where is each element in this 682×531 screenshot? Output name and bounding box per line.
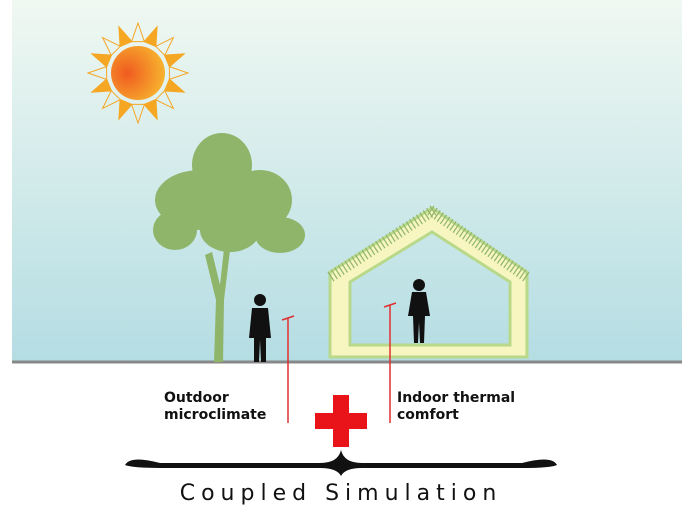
foliage <box>255 217 305 253</box>
outdoor-label: Outdoor microclimate <box>164 390 266 423</box>
caption: Coupled Simulation <box>180 481 503 506</box>
plus-sign <box>315 395 367 447</box>
label-line: Outdoor <box>164 390 229 406</box>
label-line: Indoor thermal <box>397 390 515 406</box>
label-line: microclimate <box>164 407 266 423</box>
foliage <box>200 208 260 252</box>
indoor-label: Indoor thermal comfort <box>397 390 520 423</box>
sun <box>111 46 165 100</box>
label-line: comfort <box>397 407 459 423</box>
diagram: Outdoor microclimate Indoor thermal comf… <box>0 0 682 531</box>
foliage <box>153 210 197 250</box>
brace <box>125 450 557 476</box>
